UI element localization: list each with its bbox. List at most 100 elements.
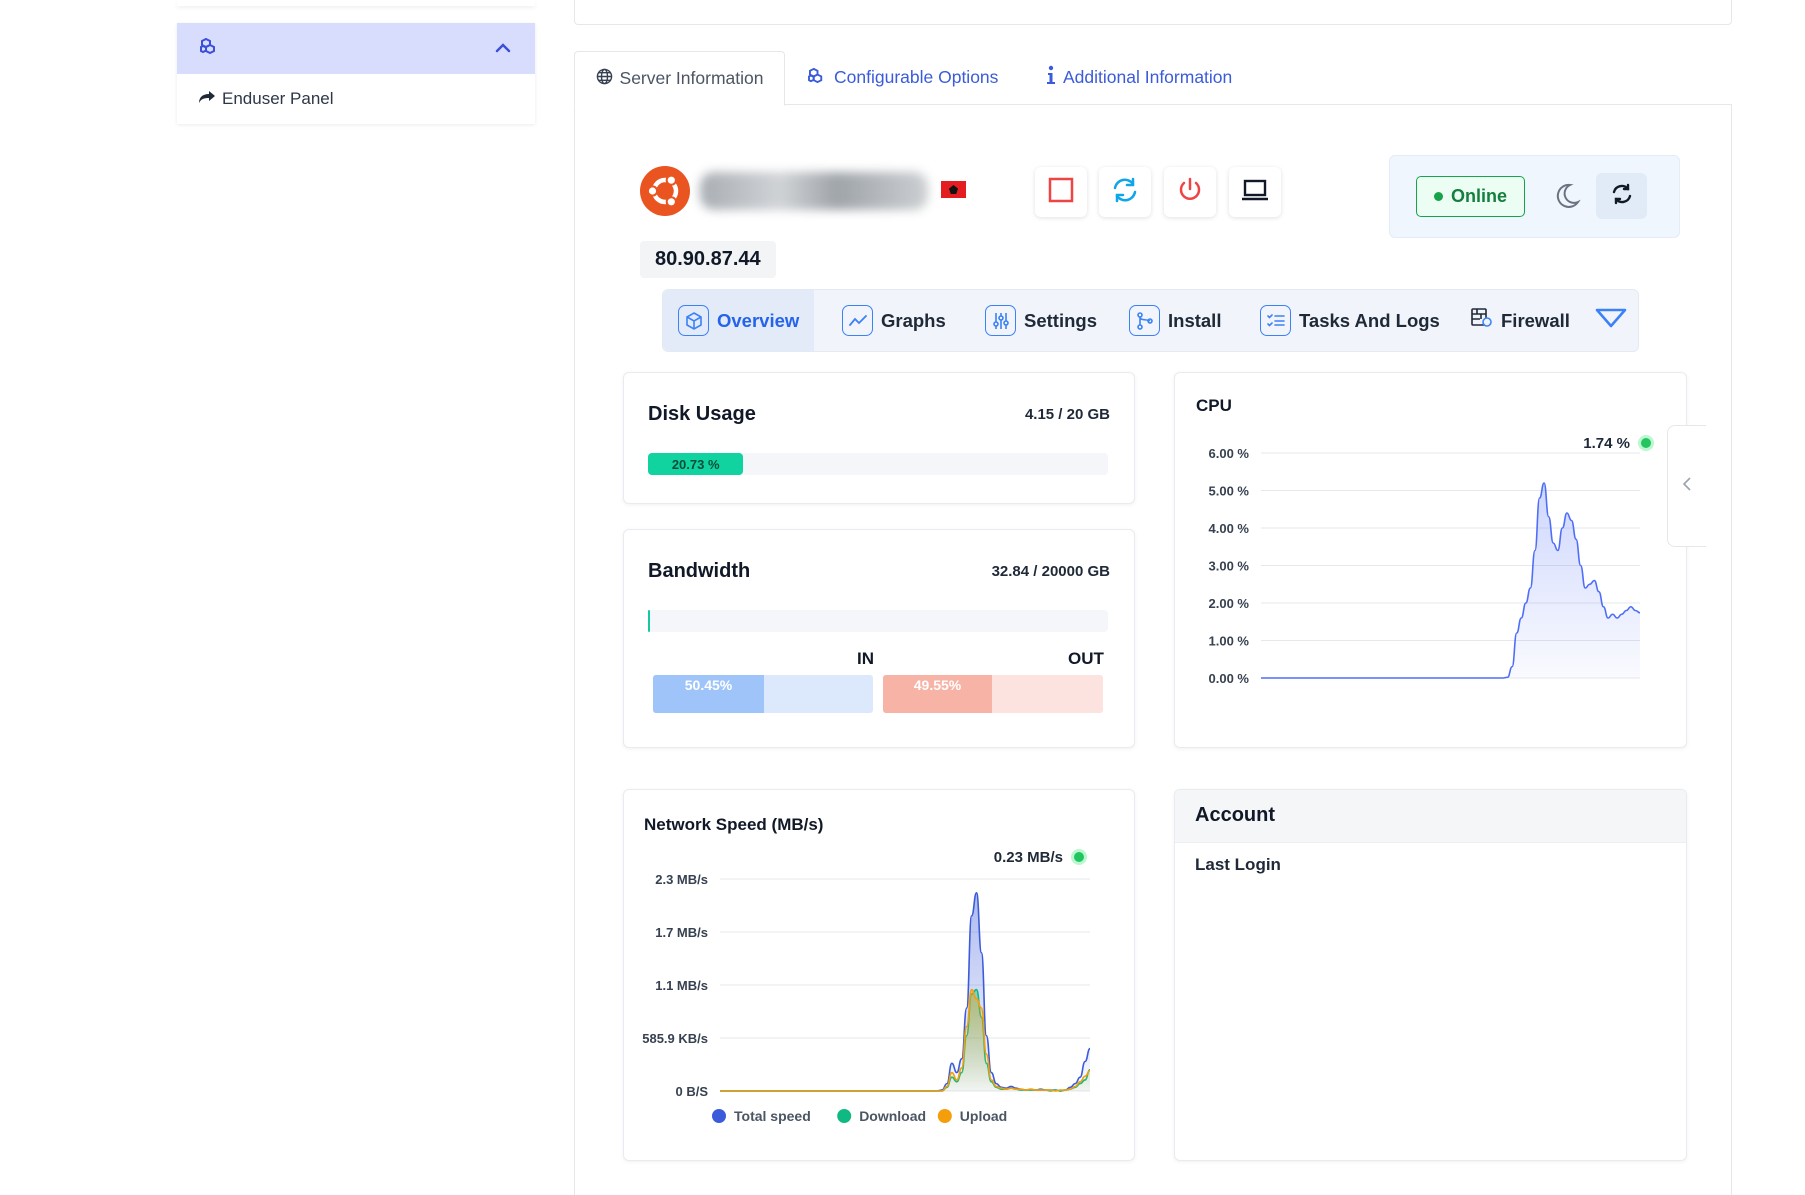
nav-graphs[interactable]: Graphs: [842, 290, 946, 351]
cubes-icon: [200, 37, 220, 60]
legend-marker[interactable]: [837, 1109, 852, 1123]
chevron-down-icon: [1595, 307, 1627, 334]
status-label: Online: [1450, 186, 1507, 206]
info-tabs: Server Information Configurable Options …: [574, 51, 1730, 106]
nav-label: Settings: [1024, 309, 1097, 331]
cubes-icon: [808, 67, 827, 89]
series-area: [720, 892, 1090, 1091]
refresh-icon: [1611, 183, 1633, 210]
series-area: [720, 989, 1090, 1091]
current-value-label: 1.74 %: [1583, 435, 1630, 452]
share-arrow-icon: [198, 89, 216, 109]
status-panel: Online: [1389, 155, 1680, 238]
restart-button[interactable]: [1099, 167, 1151, 217]
y-tick-label: 1.1 MB/s: [655, 978, 708, 993]
bandwidth-bar: [648, 610, 650, 632]
y-tick-label: 4.00 %: [1209, 521, 1250, 536]
disk-usage-value: 4.15 / 20 GB: [1024, 406, 1110, 423]
y-tick-label: 5.00 %: [1209, 484, 1250, 499]
line-chart-icon: [842, 305, 873, 336]
nav-label: Firewall: [1501, 309, 1570, 331]
y-tick-label: 2.00 %: [1209, 596, 1250, 611]
series-area: [720, 989, 1090, 1091]
out-bar: 49.55%: [883, 675, 1103, 713]
last-login-label: Last Login: [1195, 855, 1281, 874]
collapse-side-panel-button[interactable]: [1667, 425, 1706, 547]
globe-icon: [596, 68, 613, 90]
disk-usage-card: Disk Usage 4.15 / 20 GB 20.73 %: [623, 372, 1135, 504]
out-label: OUT: [1068, 649, 1104, 668]
server-ip: 80.90.87.44: [640, 241, 776, 278]
tab-label: Server Information: [619, 68, 764, 88]
firewall-icon: [1471, 308, 1493, 333]
bandwidth-track: [648, 610, 1108, 632]
server-nav: Overview Graphs Settings Install Tasks A…: [662, 289, 1639, 352]
in-label: IN: [857, 649, 874, 668]
disk-usage-bar: 20.73 %: [648, 453, 744, 475]
chart-title: Network Speed (MB/s): [644, 815, 823, 834]
legend-label[interactable]: Download: [859, 1108, 926, 1124]
live-dot-icon: [1074, 852, 1084, 862]
console-button[interactable]: [1229, 167, 1281, 217]
enduser-panel-link[interactable]: Enduser Panel: [177, 74, 535, 124]
account-title: Account: [1195, 804, 1275, 826]
refresh-status-button[interactable]: [1596, 173, 1647, 219]
cpu-chart: CPU 6.00 % 5.00 % 4.00 % 3.00 % 2.00 % 1.00 % 0…: [1196, 396, 1654, 686]
stop-square-icon: [1048, 177, 1074, 208]
disk-usage-track: 20.73 %: [648, 453, 1108, 475]
moon-icon[interactable]: [1553, 182, 1581, 215]
disk-usage-percent: 20.73 %: [671, 456, 720, 472]
network-speed-chart: Network Speed (MB/s) 2.3 MB/s 1.7 MB/s 1.1 …: [642, 815, 1091, 1124]
online-dot-icon: [1433, 192, 1443, 201]
enduser-panel-label: Enduser Panel: [222, 89, 334, 108]
hostname-blurred: [700, 172, 928, 210]
legend-marker[interactable]: [937, 1109, 952, 1123]
y-tick-label: 0.00 %: [1209, 671, 1250, 686]
nav-more-dropdown[interactable]: [1595, 290, 1627, 351]
stop-button[interactable]: [1035, 167, 1087, 217]
nav-firewall[interactable]: Firewall: [1471, 290, 1570, 351]
nav-label: Overview: [717, 309, 800, 331]
y-tick-label: 0 B/S: [675, 1084, 708, 1099]
legend-marker[interactable]: [712, 1109, 726, 1123]
sync-icon: [1111, 176, 1139, 209]
status-badge: Online: [1416, 176, 1525, 217]
y-tick-label: 2.3 MB/s: [655, 872, 708, 887]
series-area: [1261, 483, 1640, 678]
nav-label: Install: [1168, 309, 1222, 331]
sidebar-top-edge: [177, 0, 535, 6]
y-tick-label: 6.00 %: [1209, 446, 1250, 461]
nav-overview[interactable]: Overview: [663, 290, 815, 351]
bandwidth-title: Bandwidth: [648, 560, 751, 582]
account-card: Account Last Login: [1174, 789, 1687, 1161]
series-line: [719, 988, 1091, 1092]
series-line: [719, 988, 1091, 1092]
legend-label[interactable]: Upload: [960, 1108, 1007, 1124]
cube-icon: [678, 305, 709, 336]
in-bar-fill: 50.45%: [653, 675, 764, 713]
series-line: [719, 892, 1091, 1092]
top-content-box: [574, 0, 1732, 25]
chevron-up-icon[interactable]: [495, 40, 511, 58]
in-bar: 50.45%: [653, 675, 873, 713]
sliders-icon: [985, 305, 1016, 336]
chart-title: CPU: [1196, 396, 1232, 415]
sidebar-panel: Enduser Panel: [177, 23, 535, 124]
out-bar-fill: 49.55%: [883, 675, 992, 713]
info-icon: [1046, 65, 1056, 90]
nav-install[interactable]: Install: [1129, 290, 1221, 351]
sidebar-section-header[interactable]: [177, 23, 535, 74]
y-tick-label: 585.9 KB/s: [642, 1031, 708, 1046]
ubuntu-logo-icon: [640, 166, 690, 216]
tab-additional-information[interactable]: Additional Information: [1046, 51, 1232, 104]
nav-settings[interactable]: Settings: [985, 290, 1097, 351]
series-line: [1261, 482, 1641, 679]
tab-server-information[interactable]: Server Information: [574, 51, 785, 106]
tab-configurable-options[interactable]: Configurable Options: [808, 51, 998, 104]
disk-usage-title: Disk Usage: [648, 403, 756, 425]
y-tick-label: 1.7 MB/s: [655, 925, 708, 940]
power-button[interactable]: [1164, 167, 1216, 217]
nav-tasks-and-logs[interactable]: Tasks And Logs: [1260, 290, 1440, 351]
y-tick-label: 3.00 %: [1209, 559, 1250, 574]
legend-label[interactable]: Total speed: [734, 1108, 811, 1124]
